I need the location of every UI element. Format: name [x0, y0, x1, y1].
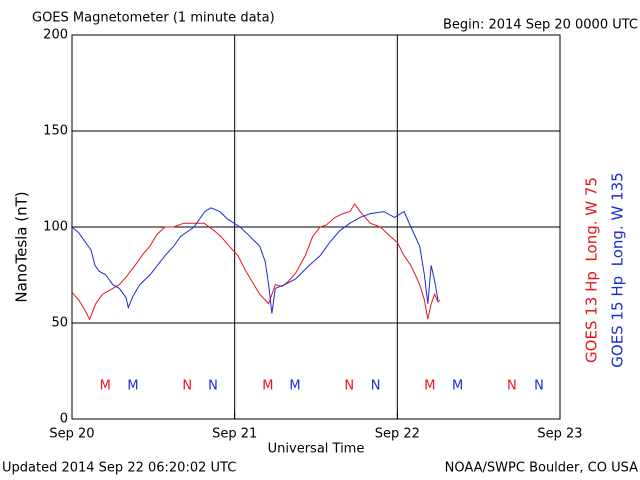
series-line — [71, 203, 441, 321]
time-marker: M — [127, 379, 138, 394]
y-tick-label: 100 — [43, 220, 68, 235]
time-marker: N — [371, 379, 381, 394]
footer-left: Updated 2014 Sep 22 06:20:02 UTC — [2, 461, 236, 476]
legend-entry: GOES 15 Hp Long. W 135 — [609, 172, 627, 367]
time-marker: M — [424, 379, 435, 394]
y-tick-label: 0 — [60, 412, 68, 427]
time-marker: N — [182, 379, 192, 394]
x-tick-label: Sep 20 — [49, 427, 94, 442]
chart-title: GOES Magnetometer (1 minute data) — [32, 11, 275, 26]
time-marker: M — [100, 379, 111, 394]
time-marker: M — [452, 379, 463, 394]
x-tick-label: Sep 21 — [212, 427, 257, 442]
time-marker: N — [507, 379, 517, 394]
chart-subtitle: Begin: 2014 Sep 20 0000 UTC — [443, 18, 638, 33]
legend-entry: GOES 13 Hp Long. W 75 — [583, 177, 601, 363]
x-tick-label: Sep 22 — [375, 427, 420, 442]
time-marker: N — [534, 379, 544, 394]
series-line — [71, 207, 439, 314]
time-marker: N — [208, 379, 218, 394]
y-tick-label: 200 — [43, 28, 68, 43]
time-marker: M — [289, 379, 300, 394]
y-tick-label: 50 — [51, 316, 68, 331]
time-marker: N — [344, 379, 354, 394]
y-tick-label: 150 — [43, 124, 68, 139]
y-axis-label: NanoTesla (nT) — [13, 191, 31, 302]
x-axis-label: Universal Time — [268, 442, 365, 457]
x-tick-label: Sep 23 — [537, 427, 582, 442]
time-marker: M — [262, 379, 273, 394]
footer-right: NOAA/SWPC Boulder, CO USA — [445, 461, 638, 476]
